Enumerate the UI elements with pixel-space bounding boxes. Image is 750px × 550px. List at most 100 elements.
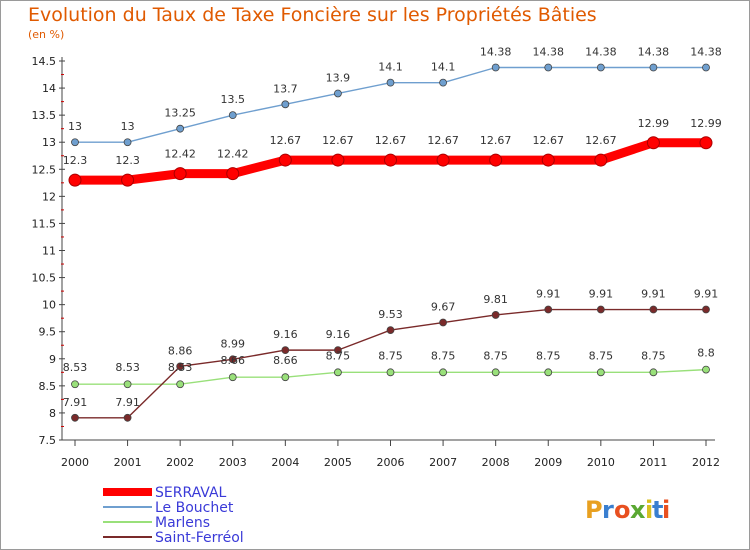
data-point <box>544 63 553 72</box>
data-label: 13 <box>121 120 135 133</box>
data-point <box>176 362 185 371</box>
x-tick-label: 2012 <box>692 456 720 469</box>
data-label: 12.67 <box>322 134 354 147</box>
data-point <box>71 413 79 422</box>
data-point <box>334 346 342 355</box>
data-label: 14.38 <box>585 45 617 58</box>
x-tick-label: 2001 <box>114 456 142 469</box>
data-point <box>702 365 710 374</box>
data-point <box>334 89 342 98</box>
data-label: 8.99 <box>221 337 246 350</box>
data-point <box>226 167 240 181</box>
data-label: 13.5 <box>221 93 246 106</box>
data-label: 8.66 <box>221 354 246 367</box>
data-point <box>334 368 342 377</box>
data-label: 12.3 <box>63 154 88 167</box>
y-tick-label: 10 <box>42 299 56 312</box>
data-label: 14.38 <box>638 45 670 58</box>
y-tick-label: 12 <box>42 190 56 203</box>
data-label: 8.75 <box>378 349 403 362</box>
series-le-bouchet <box>71 63 710 147</box>
data-point <box>121 173 135 187</box>
data-label: 8.66 <box>273 354 298 367</box>
data-label: 12.67 <box>270 134 302 147</box>
y-tick-label: 8 <box>49 407 56 420</box>
data-label: 9.53 <box>378 308 403 321</box>
data-point <box>386 78 395 87</box>
data-label: 8.53 <box>63 361 88 374</box>
data-label: 9.91 <box>641 288 666 301</box>
data-point <box>281 346 290 355</box>
data-point <box>71 380 79 389</box>
x-tick-label: 2011 <box>639 456 667 469</box>
x-tick-label: 2010 <box>587 456 615 469</box>
data-label: 8.75 <box>589 349 614 362</box>
data-label: 9.91 <box>589 288 614 301</box>
data-label: 13 <box>68 120 82 133</box>
x-tick-label: 2007 <box>429 456 457 469</box>
data-point <box>436 153 450 167</box>
data-point <box>281 100 290 109</box>
data-point <box>173 167 187 181</box>
brand-letter: i <box>645 496 653 524</box>
data-point <box>278 153 292 167</box>
y-tick-label: 13 <box>42 136 56 149</box>
data-label: 12.42 <box>217 148 249 161</box>
legend-entry: Saint-Ferréol <box>155 530 244 546</box>
data-label: 13.25 <box>164 107 196 120</box>
data-point <box>491 311 500 319</box>
data-point <box>594 153 608 167</box>
data-label: 12.99 <box>690 117 722 130</box>
series-line <box>74 66 707 143</box>
series-saint-ferr-ol <box>71 305 710 422</box>
data-label: 12.67 <box>585 134 617 147</box>
x-tick-label: 2003 <box>219 456 247 469</box>
x-tick-label: 2008 <box>482 456 510 469</box>
data-point <box>649 305 658 314</box>
data-label: 12.67 <box>375 134 407 147</box>
data-point <box>702 305 710 314</box>
series-layer <box>68 63 713 422</box>
brand-letter: x <box>630 496 646 524</box>
data-point <box>281 373 290 382</box>
data-point <box>228 355 237 364</box>
x-tick-label: 2009 <box>534 456 562 469</box>
legend-entry: Marlens <box>155 515 210 531</box>
data-point <box>331 153 345 167</box>
data-label: 7.91 <box>63 396 88 409</box>
data-label: 13.7 <box>273 82 298 95</box>
series-serraval <box>68 136 713 187</box>
data-label: 12.99 <box>638 117 670 130</box>
data-point <box>699 136 713 150</box>
x-tick-label: 2000 <box>61 456 89 469</box>
data-point <box>491 368 500 377</box>
data-point <box>596 63 605 72</box>
data-label: 8.8 <box>697 347 715 360</box>
data-point <box>439 78 447 87</box>
data-point <box>439 318 447 327</box>
data-label: 9.67 <box>431 301 456 314</box>
data-point <box>702 63 710 72</box>
data-label: 14.1 <box>431 61 456 74</box>
brand-letter: P <box>585 496 603 524</box>
y-tick-label: 9 <box>49 353 56 366</box>
data-point <box>386 368 395 377</box>
data-label: 9.91 <box>694 288 719 301</box>
data-labels-layer: 13 13 13.25 13.5 13.7 13.9 14.1 14.1 14.38 14.38 1… <box>63 45 722 408</box>
data-point <box>386 326 395 334</box>
legend-entry: SERRAVAL <box>155 485 227 501</box>
data-point <box>384 153 397 167</box>
data-point <box>541 153 555 167</box>
data-label: 8.75 <box>483 349 508 362</box>
data-point <box>646 136 660 150</box>
data-label: 9.16 <box>326 328 351 341</box>
data-point <box>71 138 79 147</box>
data-label: 14.38 <box>480 45 512 58</box>
data-point <box>123 413 132 422</box>
data-point <box>596 305 605 314</box>
data-point <box>228 111 237 120</box>
chart-unit-label: (en %) <box>28 28 65 41</box>
